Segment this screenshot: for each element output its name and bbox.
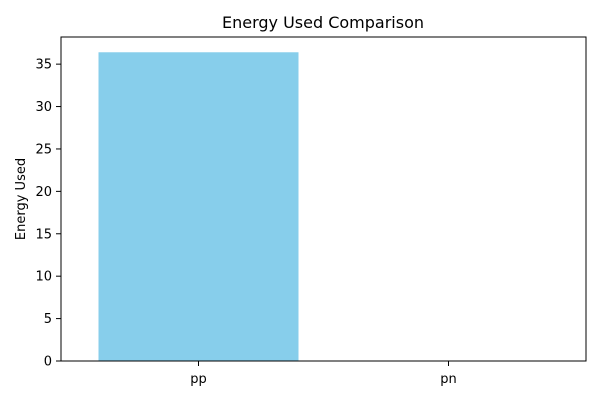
y-tick-label: 30 (35, 100, 52, 115)
y-tick-label: 25 (35, 142, 52, 157)
y-tick-label: 10 (35, 270, 52, 285)
y-tick-label: 0 (44, 355, 52, 370)
x-tick-label-pp: pp (190, 372, 207, 387)
chart-title: Energy Used Comparison (222, 13, 424, 32)
y-tick-label: 5 (44, 312, 52, 327)
y-tick-label: 15 (35, 227, 52, 242)
y-tick-label: 35 (35, 58, 52, 73)
y-axis-label: Energy Used (14, 158, 29, 240)
bars (98, 52, 299, 361)
bar-pp (98, 52, 299, 361)
plot-frame (60, 36, 587, 362)
y-axis-ticks: 0 5 10 15 20 25 30 35 (35, 58, 61, 370)
x-axis-ticks: pp pn (190, 361, 457, 387)
y-tick-label: 20 (35, 185, 52, 200)
x-tick-label-pn: pn (440, 372, 457, 387)
